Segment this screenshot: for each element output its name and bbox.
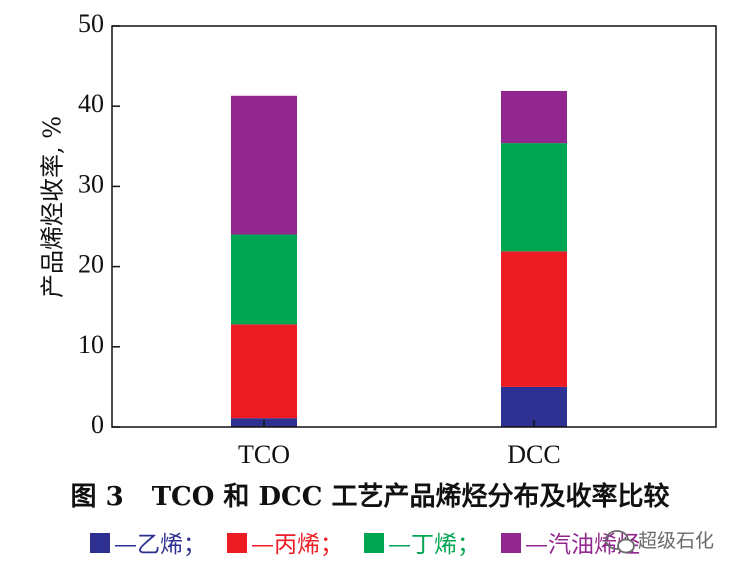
watermark: 超级石化 xyxy=(605,530,714,554)
y-tick-label: 10 xyxy=(78,330,104,359)
bar-segment-tco-3 xyxy=(231,234,297,325)
legend-label: —丙烯； xyxy=(251,532,343,558)
legend-item: —丁烯； xyxy=(364,532,480,558)
bar-segment-dcc-2 xyxy=(501,251,567,387)
y-tick-label: 50 xyxy=(78,9,104,38)
y-tick-label: 20 xyxy=(78,250,104,279)
bar-segment-dcc-4 xyxy=(501,90,567,144)
y-axis-label: 产品烯烃收率, % xyxy=(39,116,67,298)
legend-swatch xyxy=(227,533,247,553)
legend-swatch xyxy=(90,533,110,553)
figure-caption-text: TCO 和 DCC 工艺产品烯烃分布及收率比较 xyxy=(152,481,670,512)
bar-segment-tco-2 xyxy=(231,324,297,419)
legend-label: —丁烯； xyxy=(388,532,480,558)
x-tick-label: TCO xyxy=(238,440,290,469)
legend-item: —丙烯； xyxy=(227,532,343,558)
watermark-text: 超级石化 xyxy=(638,530,714,552)
x-axis: TCO DCC xyxy=(238,420,561,469)
y-tick-label: 40 xyxy=(78,89,104,118)
plot-border xyxy=(111,25,717,428)
legend-item: —乙烯； xyxy=(90,532,206,558)
legend-label: —乙烯； xyxy=(114,532,206,558)
y-tick-label: 0 xyxy=(91,410,104,439)
x-tick-label: DCC xyxy=(507,440,560,469)
figure-label: 图 3 xyxy=(71,482,124,512)
y-tick-label: 30 xyxy=(78,169,104,198)
y-axis: 0 10 20 30 40 50 xyxy=(78,9,120,439)
plot-frame xyxy=(111,25,717,428)
bars-layer xyxy=(231,90,567,427)
figure-caption: 图 3 TCO 和 DCC 工艺产品烯烃分布及收率比较 xyxy=(71,481,670,512)
legend-swatch xyxy=(501,533,521,553)
legend: —乙烯； —丙烯； —丁烯； —汽油烯烃 xyxy=(90,532,640,558)
legend-swatch xyxy=(364,533,384,553)
bar-segment-dcc-3 xyxy=(501,143,567,252)
wechat-bubble-icon xyxy=(605,530,635,554)
bar-segment-tco-4 xyxy=(231,95,297,235)
